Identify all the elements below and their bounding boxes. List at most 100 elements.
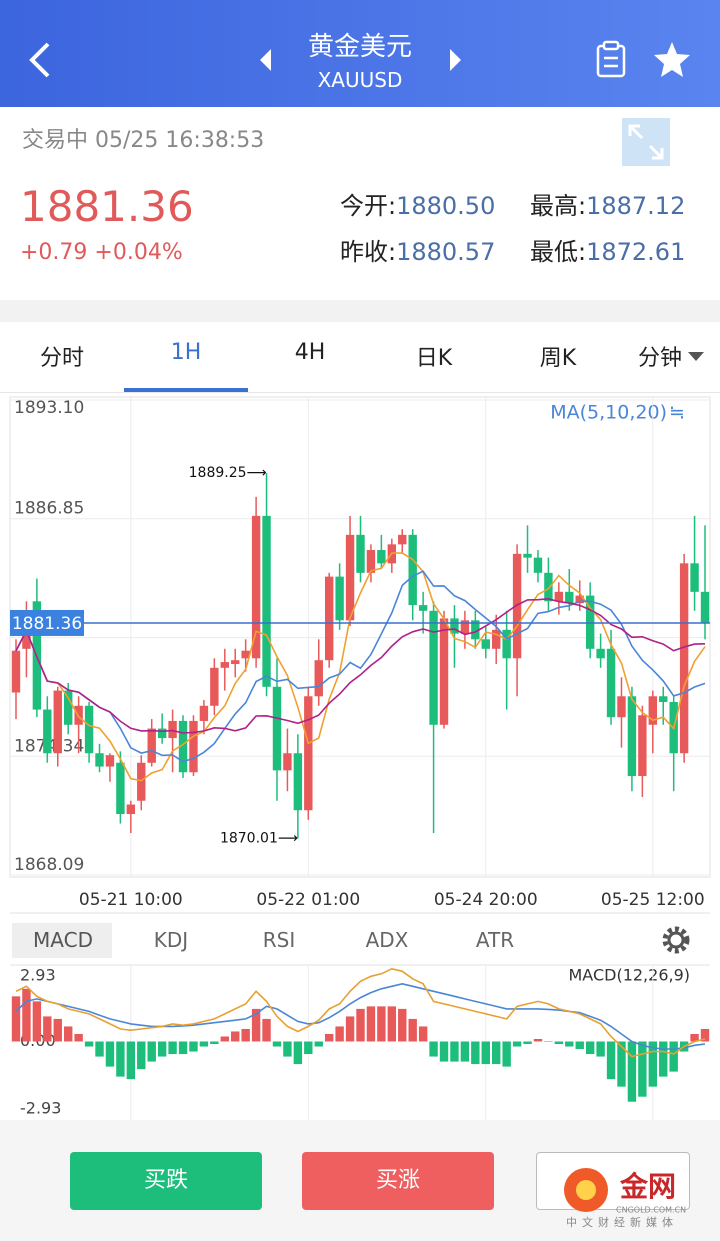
chart: MA(5,10,20) ≒ MACD(12,26,9) 1893.10 1886.… (9, 396, 711, 1120)
indicator-tab[interactable]: ATR (475, 928, 515, 952)
settings-icon[interactable] (662, 926, 690, 954)
macd-bar (137, 1041, 146, 1070)
macd-bar (345, 1016, 355, 1042)
back-button[interactable] (29, 42, 50, 78)
tab[interactable]: 分钟 (637, 346, 683, 371)
next-symbol[interactable] (450, 49, 461, 71)
candle-body (366, 550, 376, 573)
macd-bar (450, 1041, 459, 1062)
candle-body (345, 534, 355, 621)
macd-bar (669, 1041, 678, 1072)
candle-body (638, 715, 647, 777)
candle-body (43, 709, 52, 754)
high-label: 最高: (530, 192, 587, 220)
separator (0, 300, 720, 322)
macd-bar (241, 1028, 250, 1042)
candle-body (210, 667, 219, 706)
macd-bar (22, 988, 31, 1042)
extreme-arrow: ⟶ (278, 831, 298, 847)
ma-toggle[interactable]: ≒ (669, 402, 685, 424)
x-tick-label: 05-22 01:00 (256, 890, 360, 910)
candle-body (460, 620, 470, 634)
macd-bar (648, 1041, 658, 1087)
macd-bar (366, 1006, 376, 1042)
candle-body (84, 705, 94, 754)
change: +0.79 +0.04% (20, 240, 183, 265)
macd-bar (617, 1041, 626, 1087)
prev-close: 昨收:1880.57 (340, 232, 495, 267)
candle-body (293, 753, 303, 811)
candle-body (147, 728, 156, 763)
candle-body (648, 696, 658, 725)
macd-bar (272, 1041, 282, 1047)
macd-bar (314, 1041, 323, 1047)
candle-body (220, 662, 229, 668)
candle-body (283, 753, 292, 771)
macd-bar (418, 1026, 428, 1042)
macd-bar (356, 1008, 365, 1042)
candle-body (241, 650, 250, 659)
tab[interactable]: 周K (539, 346, 577, 371)
macd-bar (565, 1041, 574, 1047)
macd-label: MACD(12,26,9) (568, 966, 690, 985)
title: 黄金美元 (307, 32, 412, 62)
candle-body (471, 620, 480, 640)
clipboard-icon[interactable] (596, 40, 626, 78)
indicator-active-bg (12, 923, 112, 958)
macd-bar (481, 1041, 490, 1065)
candle-body (439, 618, 449, 725)
candle-body (251, 515, 261, 659)
indicator-tab[interactable]: MACD (33, 928, 93, 952)
status: 交易中 05/25 16:38:53 (22, 122, 264, 154)
macd-bar (460, 1041, 470, 1062)
candle-body (512, 553, 522, 659)
indicator-tab[interactable]: ADX (365, 928, 409, 952)
candle-body (53, 690, 62, 754)
candle-body (11, 650, 21, 693)
expand-icon[interactable] (622, 118, 670, 166)
candle-body (617, 696, 626, 718)
buy-button[interactable]: 买涨 (302, 1152, 494, 1210)
macd-bar (606, 1041, 616, 1080)
macd-bar (189, 1041, 198, 1052)
tab[interactable]: 分时 (39, 346, 85, 371)
macd-bar (95, 1041, 104, 1057)
favorite-icon[interactable] (654, 42, 690, 77)
x-tick-label: 05-21 10:00 (79, 890, 183, 910)
macd-bar (690, 1033, 699, 1042)
status-text: 交易中 (22, 128, 89, 153)
macd-bar (63, 1026, 73, 1042)
prev-symbol[interactable] (260, 49, 271, 71)
candle-body (314, 660, 323, 697)
candle-body (554, 591, 564, 602)
macd-bar (439, 1041, 449, 1062)
macd-bar (147, 1041, 156, 1062)
tab[interactable]: 日K (415, 346, 453, 371)
candle-body (596, 648, 605, 659)
tab[interactable]: 1H (170, 340, 202, 365)
macd-bar (544, 1041, 553, 1042)
high: 最高:1887.12 (530, 186, 685, 221)
macd-bar (32, 1001, 42, 1042)
sell-button[interactable]: 买跌 (70, 1152, 262, 1210)
indicator-tab[interactable]: KDJ (153, 928, 189, 952)
candle-body (157, 728, 167, 739)
header (0, 0, 720, 107)
candle-body (523, 553, 532, 558)
macd-bar (231, 1031, 240, 1042)
candle-body (418, 605, 428, 611)
macd-bar (105, 1041, 115, 1067)
low: 最低:1872.61 (530, 232, 685, 267)
third-button[interactable] (536, 1152, 690, 1210)
candle-body (492, 629, 501, 649)
candle-body (335, 576, 344, 621)
macd-bar (387, 1006, 397, 1042)
indicator-tab[interactable]: RSI (262, 928, 296, 952)
macd-bar (429, 1041, 438, 1057)
candle-body (168, 720, 177, 739)
y-tick-label: 1893.10 (14, 398, 84, 418)
chart-frame (9, 396, 711, 878)
macd-bar (210, 1041, 219, 1045)
macd-bar (74, 1033, 83, 1042)
tab[interactable]: 4H (294, 340, 326, 365)
